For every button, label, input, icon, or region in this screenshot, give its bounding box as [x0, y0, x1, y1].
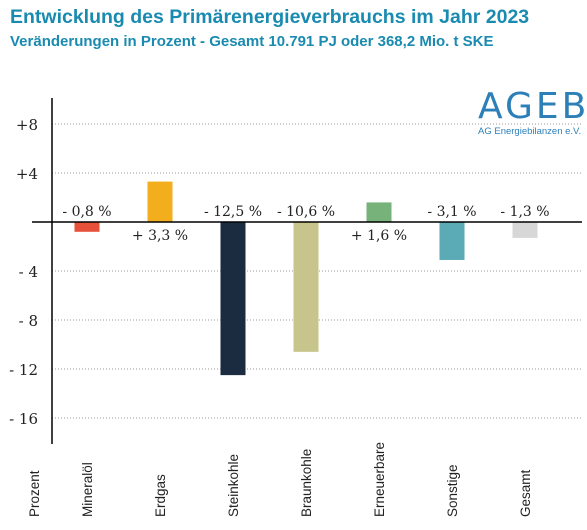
bar-steinkohle [220, 222, 246, 376]
y-tick-label: - 8 [19, 312, 38, 330]
value-label: - 3,1 % [427, 204, 476, 220]
category-label: Sonstige [445, 464, 460, 517]
y-tick-label: - 16 [9, 410, 38, 428]
bar-erdgas [147, 181, 173, 222]
chart-subtitle: Veränderungen in Prozent - Gesamt 10.791… [10, 33, 494, 50]
value-label: - 0,8 % [62, 204, 111, 220]
chart-title: Entwicklung des Primärenergieverbrauchs … [10, 6, 530, 28]
ageb-logo: AGEB AG Energiebilanzen e.V. [478, 86, 587, 138]
category-label: Mineralöl [80, 462, 95, 517]
y-tick-label: +4 [16, 165, 38, 183]
bar-gesamt [512, 222, 538, 238]
value-label: + 1,6 % [351, 228, 407, 244]
value-label: - 1,3 % [500, 204, 549, 220]
y-tick-label: - 12 [9, 361, 38, 379]
category-label: Braunkohle [299, 449, 314, 517]
value-label: - 10,6 % [277, 204, 335, 220]
bar-erneuerbare [366, 202, 392, 222]
logo-subtitle: AG Energiebilanzen e.V. [478, 126, 582, 137]
category-label: Gesamt [518, 469, 533, 517]
logo-wordmark: AGEB [478, 86, 587, 127]
category-label: Steinkohle [226, 454, 241, 517]
value-label: - 12,5 % [204, 204, 262, 220]
y-axis-label: Prozent [27, 470, 42, 517]
category-label: Erdgas [153, 474, 168, 517]
bar-sonstige [439, 222, 465, 260]
value-label: + 3,3 % [132, 228, 188, 244]
category-label: Erneuerbare [372, 442, 387, 517]
y-tick-label: +8 [16, 116, 38, 134]
bar-braunkohle [293, 222, 319, 352]
y-tick-label: - 4 [19, 263, 38, 281]
bar-mineralöl [74, 222, 100, 232]
